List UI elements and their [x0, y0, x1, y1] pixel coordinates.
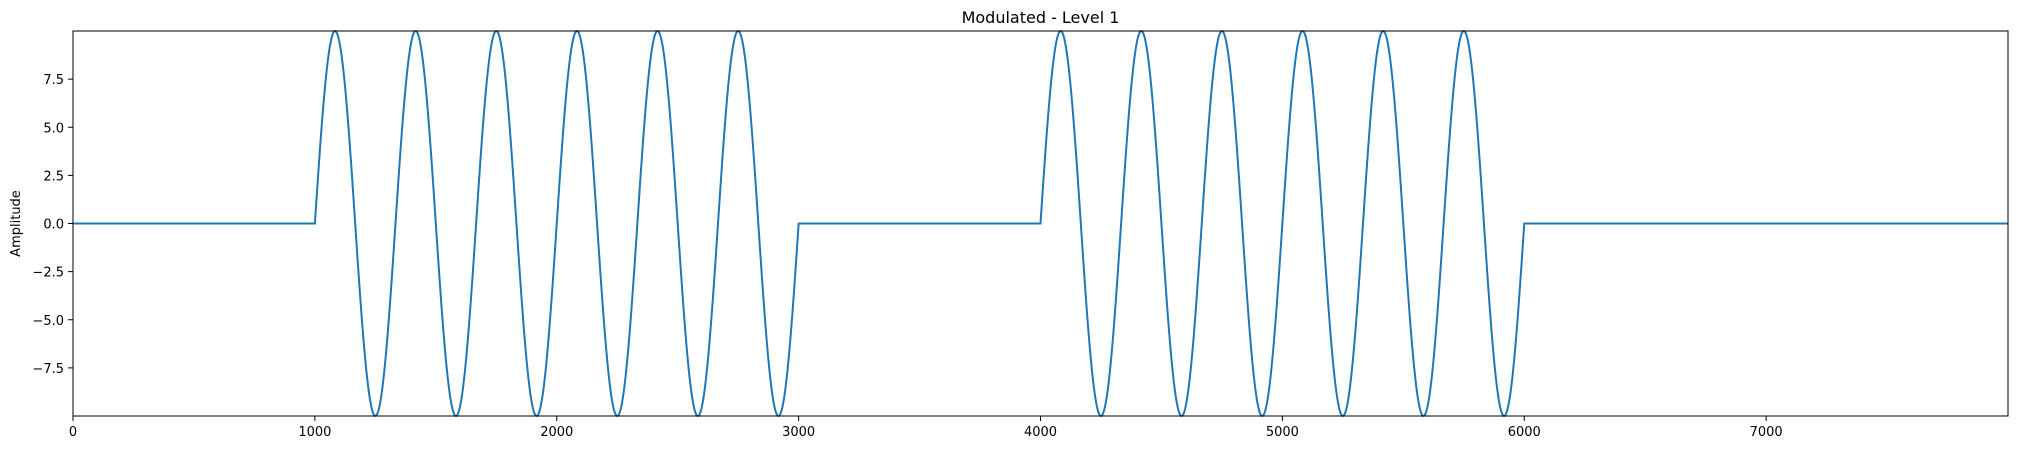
x-tick-label: 5000: [1266, 425, 1299, 440]
x-tick-label: 7000: [1750, 425, 1783, 440]
y-tick-label: 2.5: [43, 169, 64, 184]
y-tick-label: 7.5: [43, 73, 64, 88]
x-tick-label: 1000: [298, 425, 331, 440]
y-tick-label: 5.0: [43, 121, 64, 136]
x-tick-label: 6000: [1508, 425, 1541, 440]
series-line-modulated: [73, 29, 2008, 418]
y-tick-label: −2.5: [32, 266, 64, 281]
x-axis-ticks: 0 1000 2000 3000 4000 5000 6000 7000: [69, 416, 1783, 440]
y-tick-label: −5.0: [32, 314, 64, 329]
x-tick-label: 4000: [1024, 425, 1057, 440]
chart-title: Modulated - Level 1: [962, 8, 1120, 27]
y-axis-label: Amplitude: [9, 190, 24, 257]
x-tick-label: 2000: [540, 425, 573, 440]
plot-frame: [72, 30, 2009, 417]
x-tick-label: 0: [69, 425, 77, 440]
y-axis-ticks: 7.5 5.0 2.5 0.0 −2.5 −5.0 −7.5: [32, 73, 73, 377]
y-tick-label: 0.0: [43, 218, 64, 233]
x-tick-label: 3000: [782, 425, 815, 440]
y-tick-label: −7.5: [32, 362, 64, 377]
